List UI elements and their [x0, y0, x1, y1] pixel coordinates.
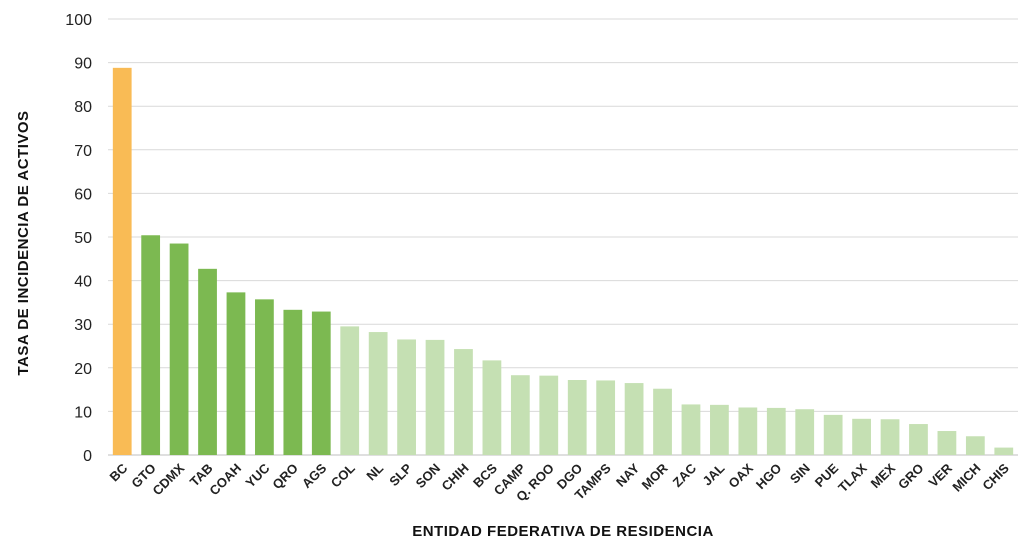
bar-q-roo [539, 375, 559, 455]
x-tick-label: COL [328, 460, 358, 490]
x-tick-label: QRO [269, 461, 301, 493]
bar-tlax [852, 418, 871, 455]
x-tick-label: SLP [386, 460, 415, 489]
bar-bcs [482, 360, 502, 455]
x-tick-label: MICH [949, 461, 983, 495]
bar-nl [368, 332, 388, 455]
bar-chis [994, 447, 1014, 455]
y-tick-label: 70 [74, 143, 92, 160]
y-tick-label: 20 [74, 361, 92, 378]
x-tick-label: MEX [868, 460, 899, 491]
y-tick-label: 40 [74, 274, 92, 291]
x-tick-label: HGO [753, 461, 785, 493]
x-tick-label: NAY [613, 460, 642, 489]
bar-hgo [766, 407, 786, 455]
x-tick-label: NL [363, 460, 386, 483]
x-tick-label: YUC [243, 460, 273, 490]
bar-yuc [255, 299, 274, 455]
y-tick-label: 50 [74, 230, 92, 247]
y-tick-label: 60 [74, 186, 92, 203]
y-tick-label: 30 [74, 317, 92, 334]
bar-ags [311, 311, 331, 455]
x-tick-label: AGS [299, 460, 330, 491]
bar-son [425, 339, 445, 455]
bar-oax [738, 407, 758, 455]
bar-dgo [567, 380, 587, 455]
x-tick-label: COAH [206, 461, 244, 499]
y-axis-title: TASA DE INCIDENCIA DE ACTIVOS [15, 110, 32, 375]
bar-pue [823, 414, 843, 455]
y-tick-label: 0 [83, 448, 92, 465]
bar-camp [510, 375, 530, 455]
bar-sin [795, 409, 815, 455]
x-tick-label: JAL [700, 460, 728, 488]
bar-jal [710, 404, 729, 455]
x-axis-title: ENTIDAD FEDERATIVA DE RESIDENCIA [412, 523, 714, 540]
x-tick-label: MOR [639, 460, 671, 492]
y-tick-label: 10 [74, 404, 92, 421]
y-tick-label: 100 [65, 12, 92, 29]
bar-gto [141, 235, 161, 455]
x-tick-label: GRO [895, 461, 927, 493]
bar-mex [880, 419, 900, 455]
x-tick-label: SIN [787, 461, 813, 487]
bar-qro [283, 309, 303, 455]
x-tick-label: CHIS [979, 460, 1012, 493]
x-tick-label: BC [106, 460, 130, 484]
bar-zac [681, 404, 701, 455]
bar-mor [653, 388, 672, 455]
bar-col [340, 326, 360, 455]
bar-slp [397, 339, 416, 455]
bar-bc [112, 67, 132, 455]
bar-tamps [596, 380, 616, 455]
x-tick-label: OAX [725, 460, 756, 491]
y-tick-label: 80 [74, 99, 92, 116]
x-tick-label: CDMX [150, 460, 188, 498]
bar-cdmx [169, 243, 189, 455]
x-tick-label: TLAX [835, 460, 870, 495]
bar-tab [198, 268, 217, 455]
bar-nay [624, 383, 644, 455]
y-tick-label: 90 [74, 56, 92, 73]
bar-ver [937, 431, 957, 455]
bar-coah [226, 292, 246, 455]
x-tick-label: ZAC [670, 460, 700, 490]
bar-gro [909, 424, 928, 455]
bar-mich [965, 436, 985, 455]
x-tick-label: SON [413, 461, 444, 492]
y-axis-ticks: 0 10 20 30 40 50 60 70 80 90 100 [65, 12, 92, 465]
x-tick-label: CHIH [439, 461, 472, 494]
bar-chih [454, 349, 473, 455]
bars [112, 67, 1014, 455]
